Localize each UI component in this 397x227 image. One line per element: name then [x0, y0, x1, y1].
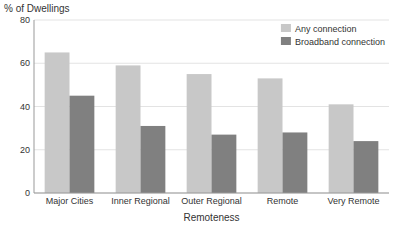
legend-swatch [281, 37, 291, 45]
bar [187, 74, 212, 193]
chart-container: 0 20 40 60 80 Major Cities Inner Regional Outer… [0, 0, 397, 227]
grid-line [34, 193, 389, 194]
bar [45, 52, 70, 193]
bar [212, 135, 237, 193]
grid [34, 20, 389, 193]
x-axis-line [34, 193, 389, 194]
grid-line [34, 20, 389, 21]
x-tick-label: Outer Regional [181, 196, 242, 206]
x-tick-label: Very Remote [327, 196, 379, 206]
axes: 0 20 40 60 80 Major Cities Inner Regional Outer… [20, 15, 389, 206]
chart-svg: 0 20 40 60 80 Major Cities Inner Regional Outer… [0, 0, 397, 227]
bar [329, 104, 354, 193]
bar [116, 65, 141, 193]
y-tick-label: 60 [20, 58, 30, 68]
legend: Any connection Broadband connection [281, 24, 385, 47]
bar [258, 78, 283, 193]
x-axis-label: Remoteness [183, 212, 239, 223]
x-tick-label: Major Cities [46, 196, 94, 206]
bar [141, 126, 166, 193]
bar [70, 96, 95, 193]
legend-swatch [281, 24, 291, 32]
x-tick-label: Inner Regional [111, 196, 170, 206]
y-axis-line [34, 20, 35, 193]
y-tick-label: 20 [20, 145, 30, 155]
y-axis-label: % of Dwellings [4, 3, 70, 14]
legend-label: Any connection [295, 24, 357, 34]
bar [283, 132, 308, 193]
y-tick-label: 40 [20, 102, 30, 112]
x-tick-label: Remote [267, 196, 299, 206]
bar [354, 141, 379, 193]
legend-label: Broadband connection [295, 37, 385, 47]
y-tick-label: 80 [20, 15, 30, 25]
bars [45, 52, 379, 193]
grid-line [34, 63, 389, 64]
y-tick-label: 0 [25, 188, 30, 198]
